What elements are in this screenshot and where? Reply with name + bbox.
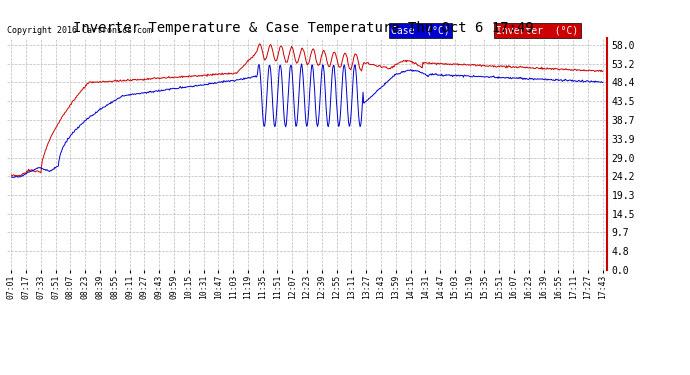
Text: Case  (°C): Case (°C) xyxy=(391,25,450,35)
Text: Inverter  (°C): Inverter (°C) xyxy=(496,25,578,35)
Text: Inverter Temperature & Case Temperature Thu Oct 6 17:49: Inverter Temperature & Case Temperature … xyxy=(73,21,534,34)
Text: Copyright 2016 Cartronics.com: Copyright 2016 Cartronics.com xyxy=(7,26,152,35)
